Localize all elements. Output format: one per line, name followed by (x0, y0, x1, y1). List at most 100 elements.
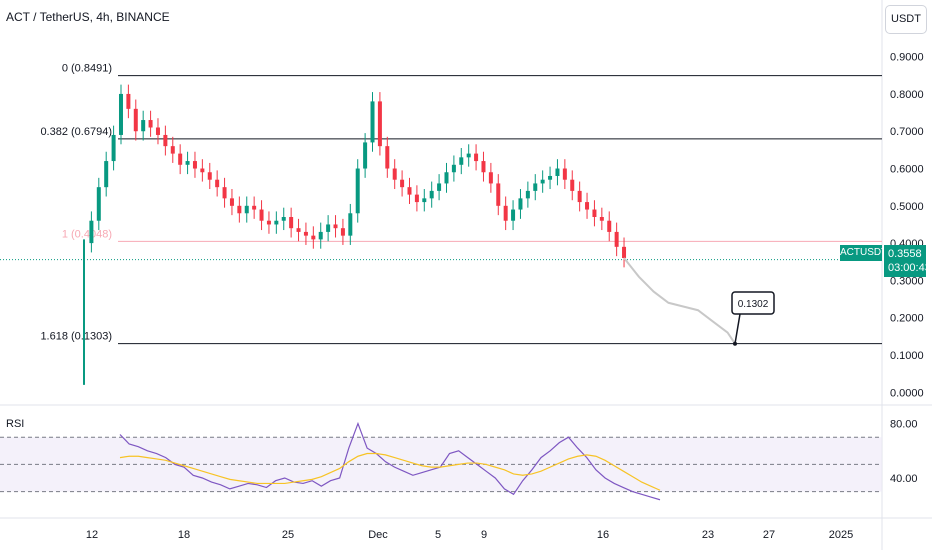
candle-body (377, 101, 382, 147)
fib-label: 0.382 (0.6794) (40, 126, 112, 138)
currency-button[interactable]: USDT (885, 5, 927, 34)
candle-body (562, 168, 567, 180)
rsi-tick-label: 80.00 (890, 419, 918, 431)
candle-body (207, 172, 212, 180)
candle-body (200, 168, 205, 173)
projection-path (623, 257, 736, 345)
candle-body (444, 172, 449, 184)
callout-pointer (734, 313, 741, 344)
candle-body (466, 153, 471, 158)
candle-body (133, 108, 138, 132)
candle-body (296, 228, 301, 232)
candle-body (111, 134, 116, 162)
candle-body (333, 224, 338, 229)
rsi-tick-label: 40.00 (890, 473, 918, 485)
price-tick-label: 0.7000 (890, 126, 924, 138)
symbol-tag: ACTUSDT (840, 245, 887, 261)
price-tick-label: 0.6000 (890, 164, 924, 176)
candle-body (555, 168, 560, 176)
time-tick-label: 9 (481, 529, 487, 541)
candle-body (252, 205, 257, 210)
time-tick-label: 2025 (829, 529, 853, 541)
candle-body (229, 198, 234, 206)
candle-body (570, 179, 575, 191)
time-tick-label: 5 (435, 529, 441, 541)
candle-body (385, 146, 390, 169)
candle-body (355, 168, 360, 214)
price-axis: 0.90000.80000.70000.60000.50000.40000.30… (890, 52, 924, 400)
fib-levels: 0 (0.8491) 0.382 (0.6794) 1 (0.4048) 1.618 … (0, 63, 882, 345)
price-tick-label: 0.8000 (890, 89, 924, 101)
candle-body (340, 228, 345, 236)
candle-body (437, 183, 442, 191)
callout-box (731, 291, 775, 315)
candle-body (104, 161, 109, 188)
candle-body (126, 93, 131, 109)
candle-body (414, 194, 419, 203)
rsi-title: RSI (6, 418, 25, 430)
candle-body (614, 231, 619, 247)
candle-body (148, 120, 153, 128)
candle-body (548, 175, 553, 180)
candle-body (118, 93, 123, 135)
candle-body (178, 153, 183, 165)
candle-body (237, 205, 242, 214)
fib-label: 1.618 (0.1303) (40, 331, 112, 343)
time-tick-label: 27 (763, 529, 775, 541)
candle-body (259, 209, 264, 221)
chart-title: ACT / TetherUS, 4h, BINANCE (6, 10, 170, 24)
time-tick-label: Dec (368, 529, 388, 541)
candle-body (474, 153, 479, 162)
time-tick-label: 16 (597, 529, 609, 541)
time-tick-label: 23 (702, 529, 714, 541)
last-price-value: 0.3558 (888, 248, 922, 260)
candle-body (170, 146, 175, 154)
candle-body (577, 190, 582, 203)
candle-body (459, 157, 464, 165)
candle-body (185, 161, 190, 165)
candlestick-series (83, 84, 627, 385)
candle-body (533, 183, 538, 191)
candle-body (622, 246, 627, 259)
candle-body (607, 220, 612, 232)
rsi-pane: 80.00 40.00 (0, 419, 918, 501)
candle-body (192, 161, 197, 169)
target-callout: 0.1302 (731, 291, 775, 346)
candle-body (370, 101, 375, 143)
countdown-value: 03:00:43 (888, 262, 931, 274)
candle-body (525, 190, 530, 199)
candle-body (451, 164, 456, 173)
fib-label: 1 (0.4048) (62, 228, 112, 240)
candle-body (326, 224, 331, 232)
candle-body (274, 220, 279, 225)
price-tick-label: 0.2000 (890, 313, 924, 325)
candle-body (503, 205, 508, 221)
time-tick-label: 12 (86, 529, 98, 541)
price-pane[interactable] (0, 38, 882, 398)
price-tick-label: 0.0000 (890, 387, 924, 399)
candle-body (311, 235, 316, 240)
candle-body (318, 231, 323, 240)
candle-body (518, 198, 523, 210)
candle-body (496, 183, 501, 206)
candle-body (215, 179, 220, 188)
candle-body (592, 209, 597, 217)
candle-body (348, 213, 353, 236)
candle-body (511, 209, 516, 221)
price-tick-label: 0.1000 (890, 350, 924, 362)
candle-body (422, 198, 427, 203)
candle-body (363, 142, 368, 169)
candle-body (244, 205, 249, 214)
candle-body (163, 134, 168, 147)
rsi-ma-line (119, 452, 661, 491)
projection-line (623, 257, 736, 345)
candle-body (281, 217, 286, 221)
candle-body (96, 187, 101, 221)
candle-body (303, 231, 308, 236)
candle-body (481, 161, 486, 173)
rsi-line (119, 421, 661, 501)
candle-body (488, 172, 493, 184)
candle-body (429, 190, 434, 199)
